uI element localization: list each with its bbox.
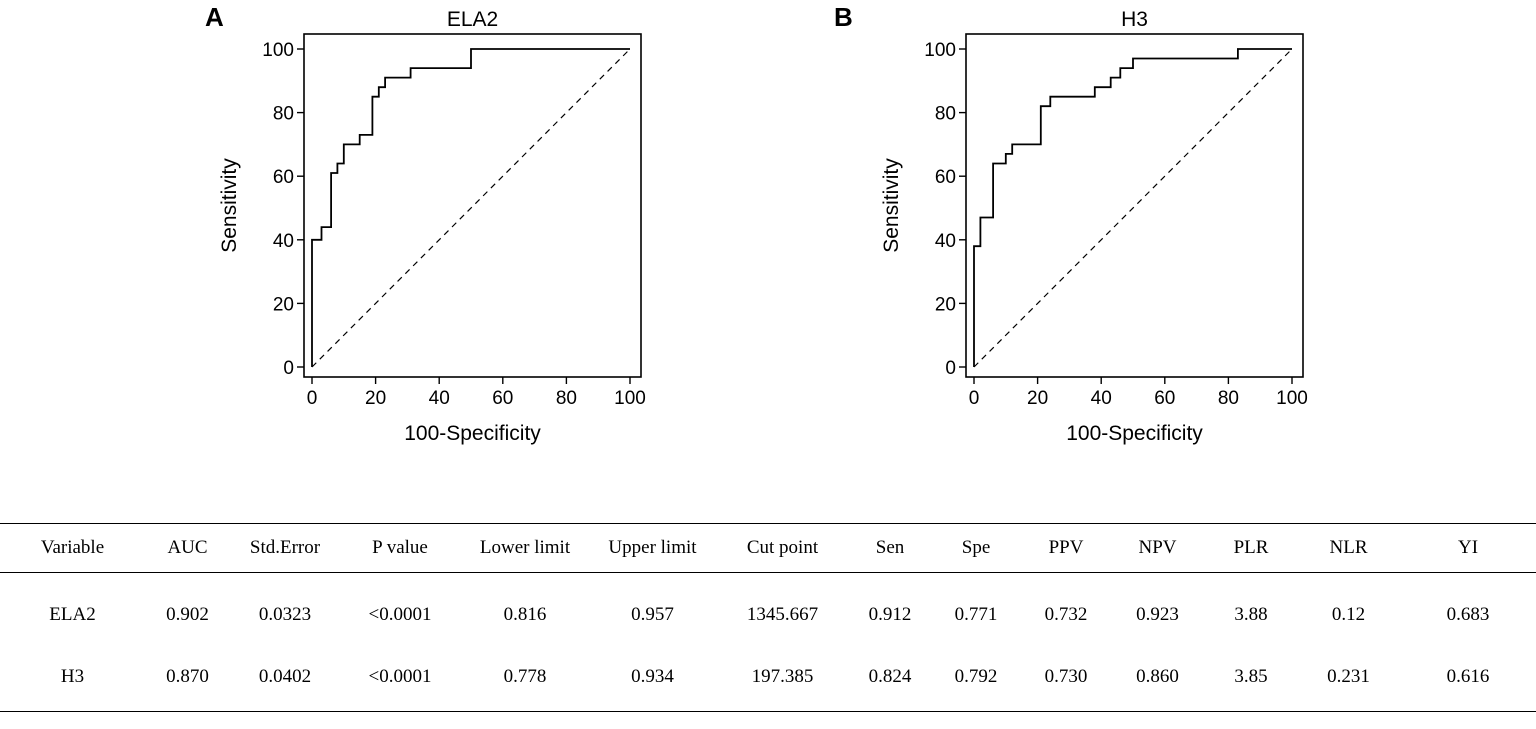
x-tick-label: 80 bbox=[556, 388, 577, 409]
header-cell: P value bbox=[372, 537, 428, 558]
table-cell: 0.0402 bbox=[258, 666, 312, 687]
table-cell: 0.870 bbox=[166, 666, 209, 687]
x-tick-label: 100 bbox=[1276, 388, 1308, 409]
header-cell: NPV bbox=[1138, 537, 1177, 558]
y-tick-label: 40 bbox=[935, 231, 956, 252]
roc-figure: A ELA2 0 20 40 60 80 100 0 20 40 60 80 100 100-Specifi… bbox=[205, 2, 1308, 445]
table-cell: 0.824 bbox=[868, 666, 912, 687]
header-cell: NLR bbox=[1329, 537, 1368, 558]
header-cell: AUC bbox=[167, 537, 208, 558]
table-cell: 3.85 bbox=[1234, 666, 1268, 687]
header-cell: Spe bbox=[961, 537, 991, 558]
panel-label: B bbox=[834, 2, 853, 32]
roc-panel-h3: B H3 0 20 40 60 80 100 0 20 40 60 80 100 100-Specifici… bbox=[834, 2, 1308, 445]
table-cell: 0.912 bbox=[868, 604, 912, 625]
table-cell: 0.771 bbox=[954, 604, 998, 625]
plot-frame bbox=[965, 33, 1304, 378]
y-tick-label: 80 bbox=[273, 104, 294, 125]
table-cell: 1345.667 bbox=[746, 604, 819, 625]
table-cell: H3 bbox=[60, 666, 85, 687]
header-cell: Variable bbox=[40, 537, 105, 558]
y-tick-label: 100 bbox=[924, 40, 956, 61]
x-tick-label: 80 bbox=[1218, 388, 1239, 409]
y-tick-label: 20 bbox=[935, 294, 956, 315]
table-cell: 0.778 bbox=[503, 666, 547, 687]
y-tick-label: 0 bbox=[945, 358, 956, 379]
table-cell: 0.683 bbox=[1446, 604, 1490, 625]
table-cell: 0.12 bbox=[1331, 604, 1366, 625]
table-cell: 197.385 bbox=[751, 666, 814, 687]
y-tick-label: 100 bbox=[262, 40, 294, 61]
header-cell: Lower limit bbox=[479, 537, 571, 558]
table-row: H3 0.870 0.0402 <0.0001 0.778 0.934 197.… bbox=[0, 643, 1536, 712]
x-tick-label: 20 bbox=[1027, 388, 1048, 409]
chart-title: ELA2 bbox=[447, 8, 498, 31]
y-tick-label: 40 bbox=[273, 231, 294, 252]
reference-diagonal-line bbox=[311, 48, 631, 368]
chart-title: H3 bbox=[1121, 8, 1148, 31]
y-tick-label: 20 bbox=[273, 294, 294, 315]
table-cell: 0.860 bbox=[1136, 666, 1179, 687]
table-cell: 0.957 bbox=[631, 604, 674, 625]
roc-curve-line bbox=[311, 48, 630, 367]
x-tick-label: 0 bbox=[969, 388, 980, 409]
panel-label: A bbox=[205, 2, 224, 32]
x-axis-title: 100-Specificity bbox=[404, 422, 541, 445]
x-tick-label: 0 bbox=[307, 388, 318, 409]
table-cell: 0.923 bbox=[1136, 604, 1179, 625]
x-tick-label: 40 bbox=[429, 388, 450, 409]
x-tick-label: 60 bbox=[492, 388, 513, 409]
table-cell: 0.730 bbox=[1044, 666, 1088, 687]
y-tick-label: 0 bbox=[283, 358, 294, 379]
table-header-row: Variable AUC Std.Error P value Lower lim… bbox=[0, 523, 1536, 573]
roc-curve-line bbox=[973, 48, 1292, 367]
table-cell: 0.902 bbox=[166, 604, 209, 625]
table-cell: ELA2 bbox=[49, 604, 96, 625]
table-cell: 0.732 bbox=[1044, 604, 1088, 625]
table-cell: 0.0323 bbox=[258, 604, 312, 625]
reference-diagonal-line bbox=[973, 48, 1293, 368]
roc-statistics-table: Variable AUC Std.Error P value Lower lim… bbox=[0, 523, 1536, 712]
header-cell: Sen bbox=[875, 537, 905, 558]
header-cell: Upper limit bbox=[608, 537, 697, 558]
table-cell: 3.88 bbox=[1234, 604, 1268, 625]
x-tick-label: 100 bbox=[614, 388, 646, 409]
roc-panel-ela2: A ELA2 0 20 40 60 80 100 0 20 40 60 80 100 100-Specifi… bbox=[205, 2, 646, 445]
plot-frame bbox=[303, 33, 642, 378]
table-cell: 0.934 bbox=[631, 666, 674, 687]
table-cell: <0.0001 bbox=[368, 604, 432, 625]
x-tick-label: 40 bbox=[1091, 388, 1112, 409]
header-cell: YI bbox=[1457, 537, 1479, 558]
header-cell: PLR bbox=[1233, 537, 1269, 558]
table-cell: 0.616 bbox=[1446, 666, 1490, 687]
table-cell: 0.231 bbox=[1327, 666, 1370, 687]
table-cell: 0.792 bbox=[954, 666, 998, 687]
header-cell: Std.Error bbox=[249, 537, 321, 558]
table-cell: 0.816 bbox=[503, 604, 547, 625]
y-tick-label: 60 bbox=[273, 167, 294, 188]
y-axis-title: Sensitivity bbox=[218, 158, 241, 253]
header-cell: PPV bbox=[1048, 537, 1084, 558]
y-axis-title: Sensitivity bbox=[880, 158, 903, 253]
table-row: ELA2 0.902 0.0323 <0.0001 0.816 0.957 13… bbox=[0, 573, 1536, 644]
x-tick-label: 20 bbox=[365, 388, 386, 409]
x-axis-title: 100-Specificity bbox=[1066, 422, 1203, 445]
table-cell: <0.0001 bbox=[368, 666, 432, 687]
header-cell: Cut point bbox=[746, 537, 819, 558]
y-tick-label: 60 bbox=[935, 167, 956, 188]
x-tick-label: 60 bbox=[1154, 388, 1175, 409]
y-tick-label: 80 bbox=[935, 104, 956, 125]
